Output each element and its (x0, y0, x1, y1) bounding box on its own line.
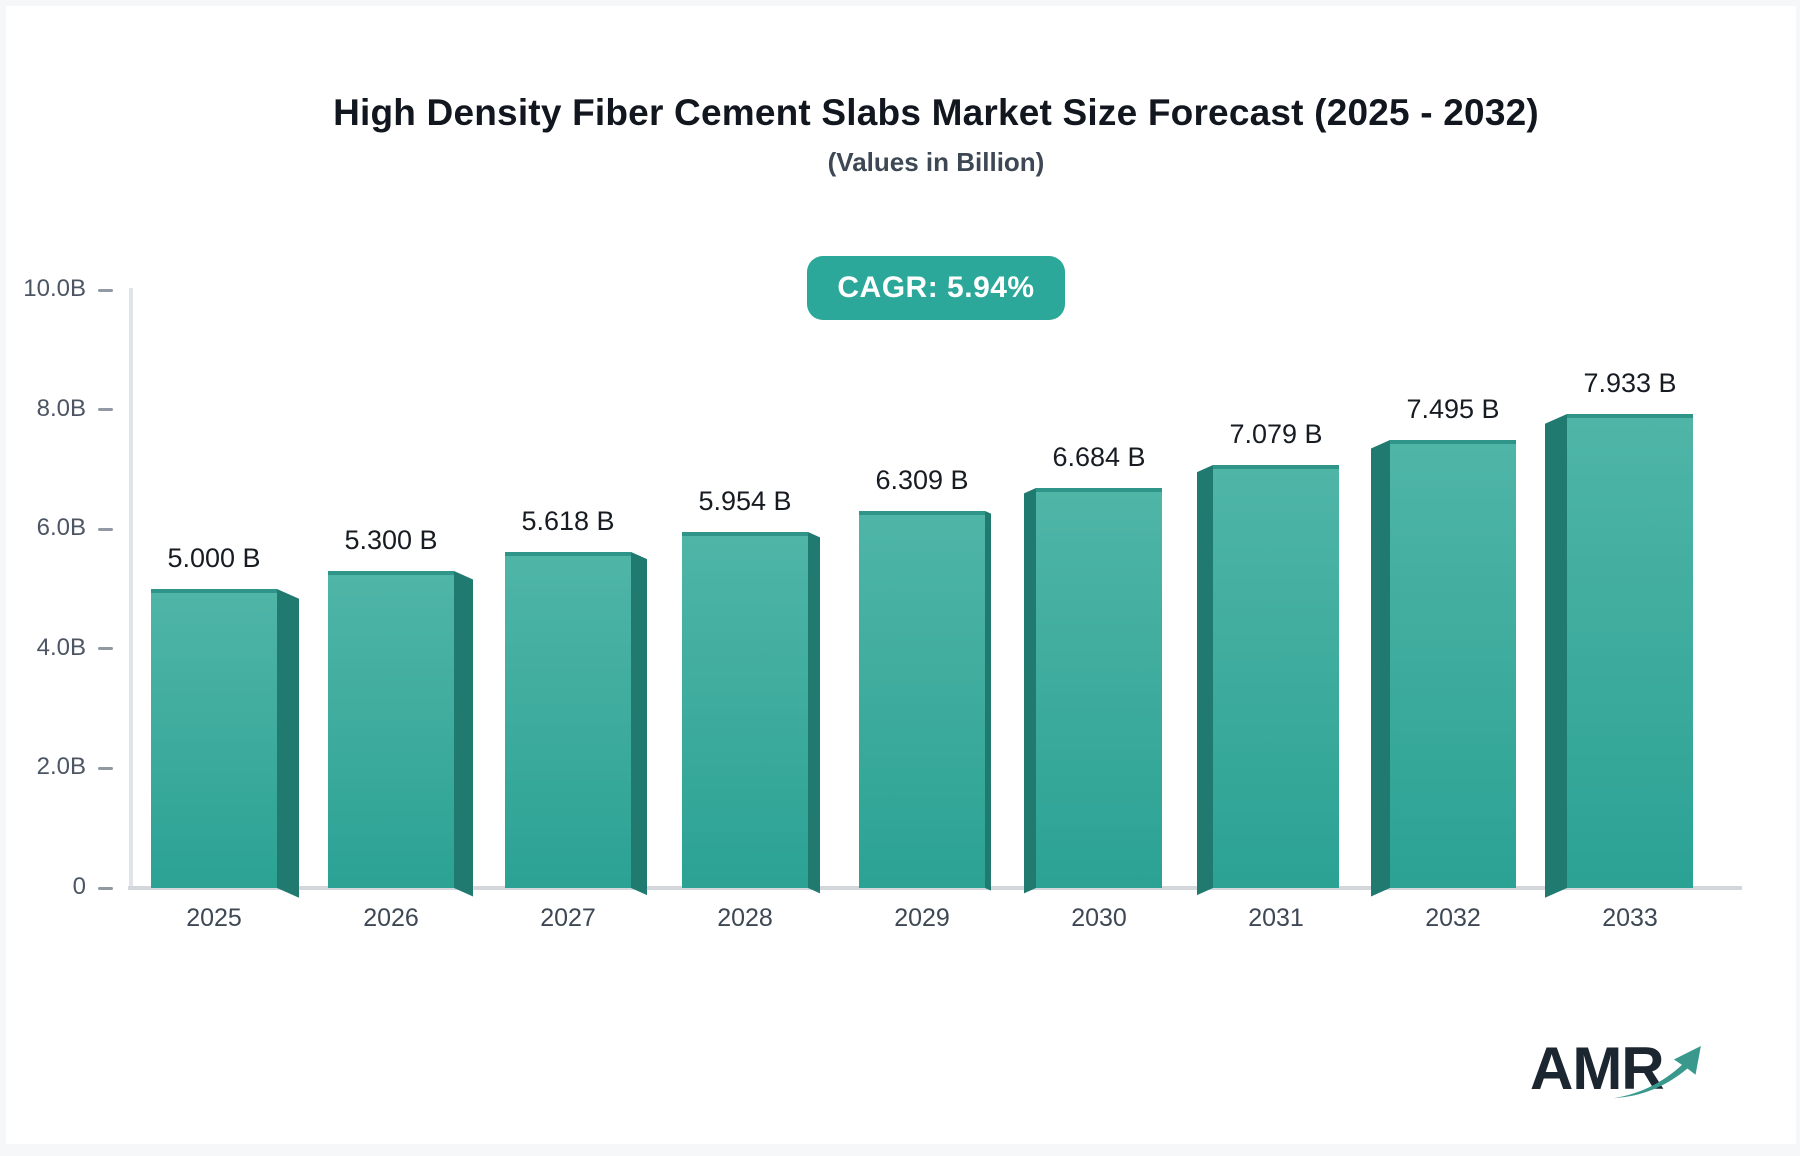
y-axis-tick-mark (98, 886, 113, 890)
bar-value-label: 6.309 B (875, 465, 969, 495)
y-axis-tick-label: 2.0B (36, 753, 86, 781)
bar-side-face (454, 571, 473, 897)
bar-value-label: 7.495 B (1406, 394, 1500, 424)
x-axis-baseline (128, 886, 1742, 890)
bar-value-label: 5.300 B (344, 525, 438, 555)
bar-2027 (505, 552, 631, 888)
bar-2026 (328, 571, 454, 888)
bar-side-face (277, 589, 299, 898)
chart-subtitle: (Values in Billion) (827, 147, 1045, 177)
y-axis-tick-mark (98, 527, 113, 531)
bar-value-label: 6.684 B (1052, 442, 1146, 472)
bar-2031 (1213, 465, 1339, 888)
bar-side-face (808, 532, 820, 894)
y-axis-tick-mark (98, 647, 113, 651)
y-axis-tick-mark (98, 408, 113, 412)
x-axis-label: 2033 (1602, 904, 1658, 932)
y-axis-tick-label: 10.0B (23, 275, 86, 302)
bar-2028 (682, 532, 808, 888)
y-axis-tick-label: 4.0B (36, 633, 86, 661)
bar-2032 (1390, 440, 1516, 888)
x-axis-label: 2031 (1248, 904, 1304, 932)
bar-side-face (1545, 414, 1567, 898)
chart-title: High Density Fiber Cement Slabs Market S… (333, 92, 1539, 133)
x-axis-label: 2027 (540, 904, 596, 932)
bar-value-label: 5.618 B (521, 506, 615, 536)
bar-side-face (1197, 465, 1213, 896)
x-axis-label: 2030 (1071, 904, 1127, 932)
y-axis-tick-label: 6.0B (36, 514, 86, 542)
bar-side-face (1024, 488, 1036, 894)
growth-arrow-icon (1613, 1046, 1701, 1099)
y-axis-tick-label: 0 (72, 873, 86, 900)
x-axis-label: 2026 (363, 904, 419, 932)
bar-side-face (985, 511, 991, 891)
bar-side-face (631, 552, 647, 896)
bar-value-label: 5.954 B (698, 486, 792, 516)
bar-value-label: 5.000 B (167, 543, 261, 573)
bar-value-label: 7.933 B (1583, 368, 1677, 398)
y-axis-tick-label: 8.0B (36, 394, 86, 422)
x-axis-label: 2025 (186, 904, 242, 932)
cagr-badge-row: CAGR: 5.94% (130, 256, 1742, 320)
cagr-badge: CAGR: 5.94% (807, 256, 1065, 320)
bar-2030 (1036, 488, 1162, 888)
bar-value-label: 7.079 B (1229, 419, 1323, 449)
amr-logo: AMR (1524, 1030, 1774, 1122)
y-axis-tick-mark (98, 288, 113, 292)
x-axis-label: 2032 (1425, 904, 1481, 932)
x-axis-label: 2028 (717, 904, 773, 932)
y-axis-line (129, 288, 133, 890)
bar-2033 (1567, 414, 1693, 888)
y-axis-tick-mark (98, 766, 113, 770)
x-axis-label: 2029 (894, 904, 950, 932)
bar-2029 (859, 511, 985, 888)
bar-side-face (1371, 440, 1390, 897)
bar-2025 (151, 589, 277, 888)
